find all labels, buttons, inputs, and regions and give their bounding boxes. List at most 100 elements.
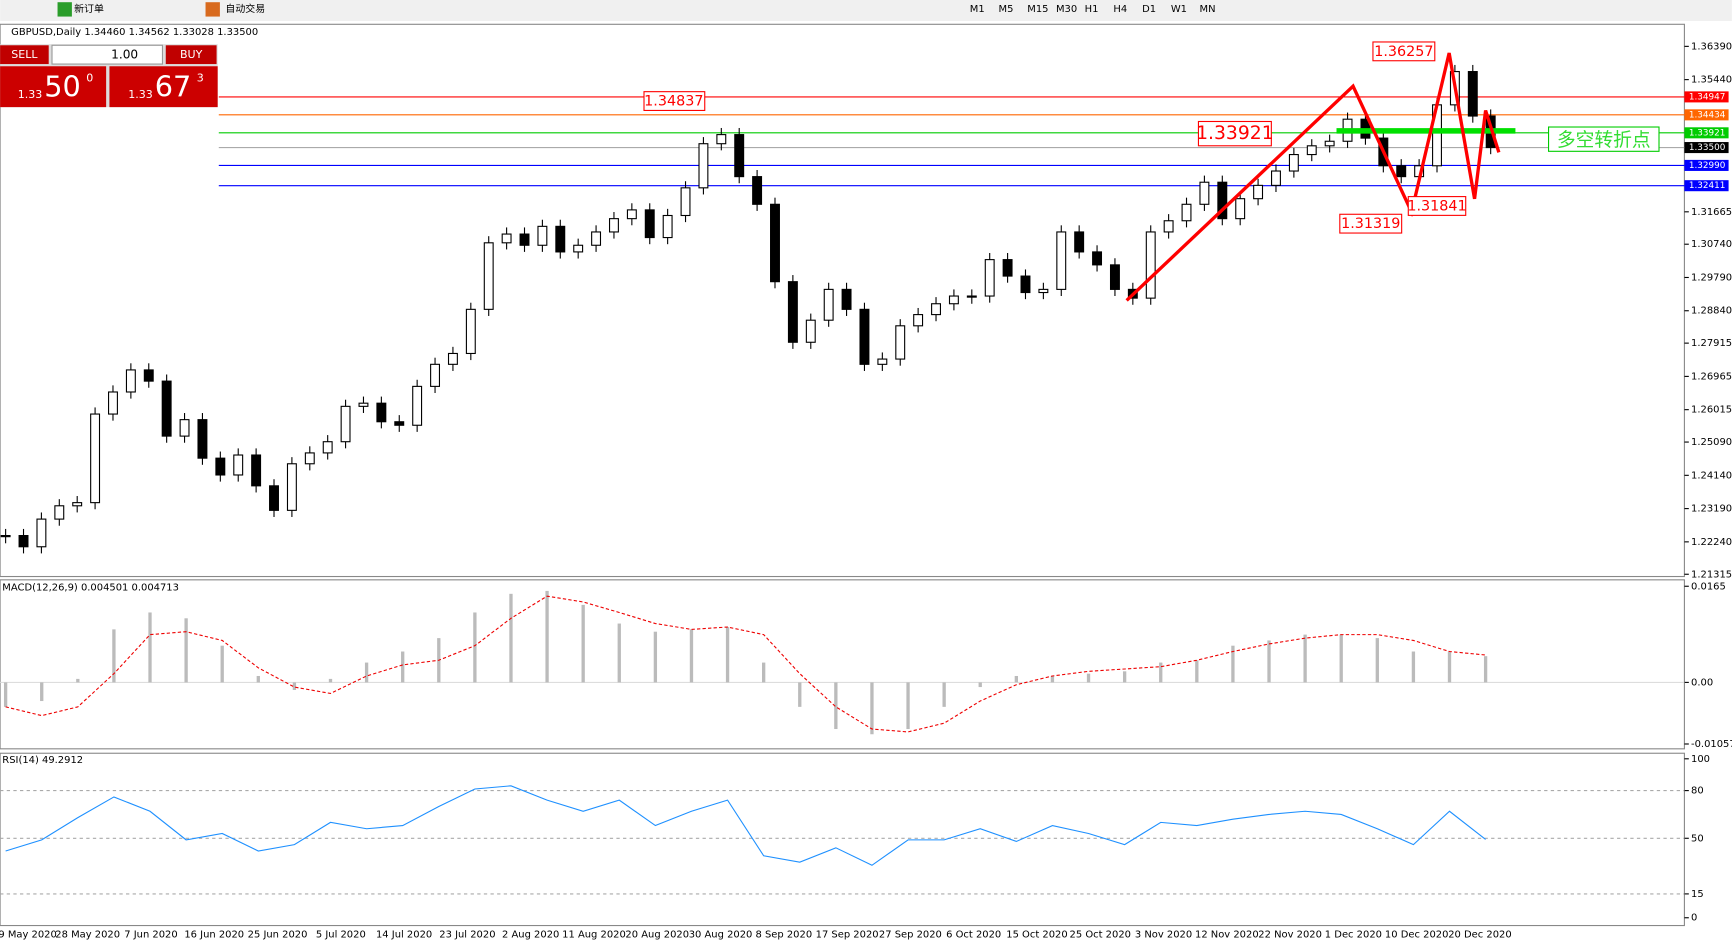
buy-label[interactable]: BUY	[180, 48, 203, 61]
macd-bar	[545, 590, 549, 683]
macd-bar	[1086, 673, 1091, 683]
macd-bar	[184, 618, 188, 683]
lot-input[interactable]	[51, 44, 164, 65]
level-label: 1.34434	[1689, 110, 1726, 120]
macd-bar	[617, 623, 621, 683]
timeframe[interactable]: H4	[1113, 4, 1127, 15]
macd-bar	[1411, 651, 1416, 683]
candle	[555, 225, 566, 253]
level-label: 1.32990	[1689, 161, 1726, 171]
candle	[770, 203, 780, 283]
ann-box	[1197, 120, 1272, 147]
macd-bar	[1447, 651, 1452, 683]
candle	[608, 218, 619, 233]
candle	[662, 214, 673, 239]
candle	[591, 231, 602, 246]
y-tick-label: 1.24140	[1691, 470, 1732, 481]
macd-bar	[834, 682, 838, 730]
y-tick-label: 1.22240	[1691, 537, 1732, 548]
timeframe[interactable]: W1	[1171, 4, 1187, 15]
x-tick-label: 23 Jul 2020	[439, 929, 495, 940]
macd-bar	[112, 629, 116, 683]
y-tick-label: 1.25090	[1691, 437, 1732, 448]
candle	[805, 319, 816, 343]
candle	[1217, 181, 1228, 220]
candle	[125, 369, 136, 393]
lot-value[interactable]: 1.00	[111, 48, 138, 62]
candle	[877, 358, 888, 365]
sell-label[interactable]: SELL	[11, 48, 38, 61]
bid-box[interactable]	[0, 66, 107, 108]
macd-bar	[798, 682, 802, 707]
ann-box	[1407, 196, 1467, 216]
candle	[394, 421, 405, 426]
rsi-line	[5, 785, 1486, 866]
timeframe[interactable]: D1	[1142, 4, 1156, 15]
macd-bar	[1267, 640, 1271, 683]
x-tick-label: 20 Dec 2020	[1448, 929, 1511, 940]
annotation: 1.31841	[1407, 199, 1466, 215]
ask-box[interactable]	[109, 66, 218, 108]
ann-box	[1339, 213, 1403, 234]
macd-bar	[401, 651, 405, 683]
timeframe[interactable]: MN	[1200, 4, 1216, 15]
candle	[680, 187, 691, 217]
macd-bar	[725, 627, 730, 683]
macd-bar	[1159, 662, 1163, 683]
sell-button[interactable]	[0, 45, 49, 65]
y-tick-label: 50	[1691, 833, 1704, 844]
y-tick-label: -0.010571	[1691, 739, 1732, 750]
timeframe[interactable]: M1	[970, 4, 985, 15]
candle	[1306, 145, 1317, 156]
annotation: 1.36257	[1374, 44, 1433, 60]
timeframe[interactable]: M30	[1056, 4, 1077, 15]
candle	[1324, 140, 1335, 147]
y-tick-label: 1.31665	[1691, 207, 1732, 218]
rsi-header: RSI(14) 49.2912	[2, 755, 83, 766]
timeframe[interactable]: M5	[999, 4, 1014, 15]
new-order[interactable]: 新订单	[74, 2, 104, 15]
macd-bar	[328, 678, 333, 683]
x-tick-label: 5 Jul 2020	[316, 929, 366, 940]
timeframe[interactable]: H1	[1085, 4, 1099, 15]
macd-bar	[906, 682, 910, 730]
candle	[447, 352, 458, 365]
new-order-icon[interactable]	[57, 2, 72, 17]
macd-header: MACD(12,26,9) 0.004501 0.004713	[2, 583, 179, 594]
candle	[0, 535, 11, 538]
candle	[251, 454, 262, 487]
candle	[752, 176, 763, 205]
y-tick-label: 80	[1691, 786, 1704, 797]
macd-bar	[1195, 660, 1199, 683]
timeframe[interactable]: M15	[1027, 4, 1048, 15]
x-tick-label: 30 Aug 2020	[689, 929, 753, 940]
candle	[215, 457, 226, 476]
candle	[537, 225, 548, 246]
candle	[1074, 231, 1085, 253]
level-label: 1.33921	[1689, 128, 1726, 138]
toolbar	[0, 0, 1732, 21]
macd-bar	[292, 682, 297, 690]
candle	[931, 303, 941, 316]
trend-arrows	[1125, 52, 1501, 302]
auto-trading[interactable]: 自动交易	[225, 2, 265, 15]
candle	[895, 325, 906, 360]
macd-bar	[148, 612, 152, 683]
candle	[1199, 181, 1210, 205]
ask-small: 3	[197, 71, 204, 84]
ann-box	[1548, 126, 1660, 152]
macd-bar	[762, 662, 766, 683]
candle	[36, 518, 47, 548]
candle	[322, 441, 333, 454]
candle	[1038, 288, 1049, 294]
auto-icon[interactable]	[205, 2, 220, 17]
annotation: 多空转折点	[1557, 129, 1651, 151]
buy-button[interactable]	[165, 45, 217, 65]
candle	[376, 402, 387, 423]
bid-big: 50	[44, 69, 81, 103]
candle	[286, 463, 297, 511]
y-tick-label: 1.29790	[1691, 272, 1732, 283]
candle	[54, 505, 65, 520]
candle	[573, 244, 584, 253]
